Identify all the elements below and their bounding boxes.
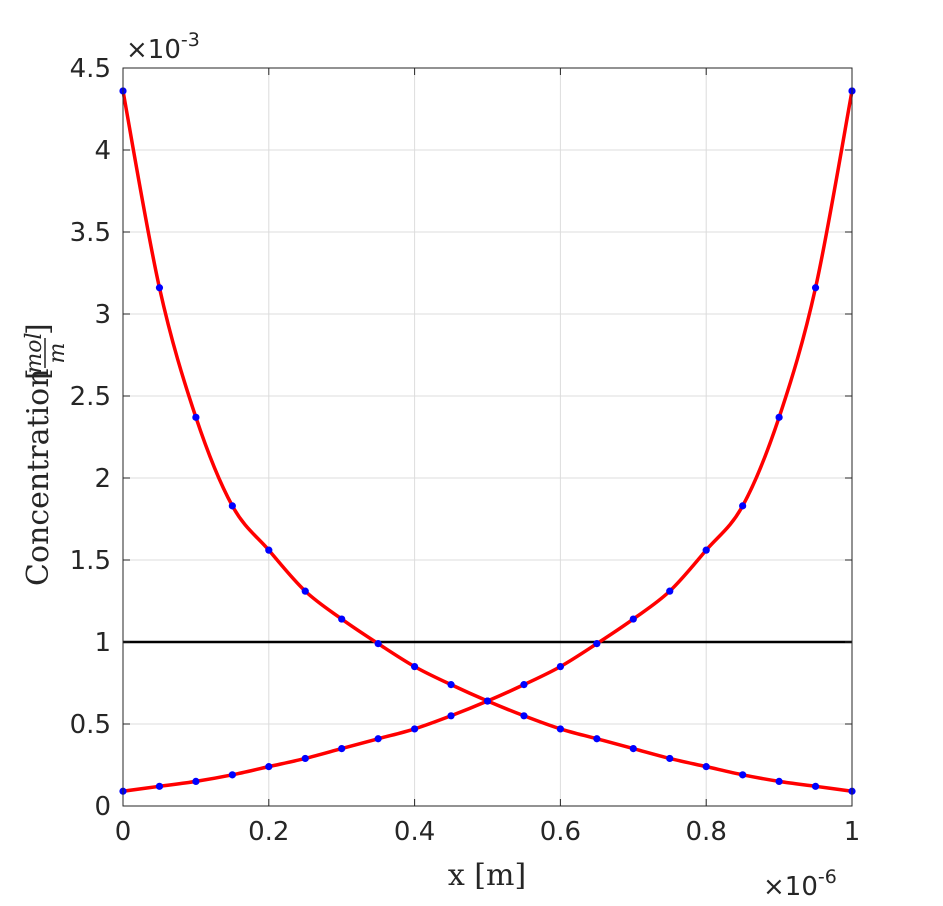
series-1: [119, 87, 856, 795]
series-1-marker: [447, 681, 455, 689]
x-tick-label: 0.4: [394, 817, 435, 847]
series-1-marker: [265, 546, 273, 554]
axes-frame: [122, 67, 853, 807]
series-1-marker: [411, 663, 419, 671]
series-2-marker: [811, 284, 820, 292]
series-1-marker: [338, 615, 346, 623]
series-2-marker: [593, 640, 601, 648]
series-1-marker: [629, 745, 637, 753]
series-1-marker: [155, 284, 164, 292]
series-2-marker: [155, 782, 164, 790]
y-axis-unit-numerator: mol: [22, 332, 47, 373]
y-tick-label: 2.5: [70, 382, 111, 412]
series-2-marker: [702, 546, 710, 554]
x-tick-label: 1: [844, 817, 861, 847]
y-tick-label: 4.5: [70, 54, 111, 84]
y-tick-label: 0: [94, 792, 111, 822]
y-tick-label: 4: [94, 136, 111, 166]
series-2-marker: [301, 754, 309, 763]
y-tick-label: 2: [94, 464, 111, 494]
series-1-marker: [702, 763, 710, 771]
series-1-marker: [520, 712, 528, 720]
x-exponent-label: ×10-6: [763, 866, 837, 902]
series-2-marker: [447, 712, 455, 720]
series-1-marker: [739, 771, 747, 779]
series-2-marker: [775, 413, 783, 421]
series-2-marker: [520, 681, 528, 689]
series-1-marker: [228, 502, 236, 510]
series-2-line: [122, 90, 854, 793]
series-2-marker: [666, 587, 674, 595]
series-2-marker: [374, 735, 382, 743]
y-axis-label: Concentration [ mol m ]: [21, 323, 70, 586]
x-tick-label: 0.8: [686, 817, 727, 847]
x-tick-label: 0.6: [540, 817, 581, 847]
plot-area-border: [122, 67, 853, 807]
series-2: [119, 87, 856, 795]
series-2-marker: [265, 763, 273, 771]
y-tick-label: 0.5: [70, 710, 111, 740]
data-series: [119, 87, 856, 795]
series-2-marker: [192, 777, 200, 786]
grid: [122, 67, 853, 807]
series-2-marker: [556, 663, 565, 671]
x-tick-labels: 0 0.2 0.4 0.6 0.8 1: [115, 817, 861, 847]
series-1-marker: [775, 777, 783, 786]
series-1-marker: [811, 782, 820, 790]
series-1-marker: [556, 725, 565, 733]
series-2-marker: [739, 502, 747, 510]
y-tick-labels: 0 0.5 1 1.5 2 2.5 3 3.5 4 4.5: [70, 54, 111, 822]
series-1-marker: [666, 754, 674, 763]
x-axis-label: x [m]: [448, 858, 526, 893]
series-2-marker: [483, 697, 492, 705]
y-tick-label: 1.5: [70, 546, 111, 576]
y-axis-label-text: Concentration: [21, 368, 56, 586]
x-tick-label: 0.2: [248, 817, 289, 847]
series-1-marker: [301, 587, 309, 595]
series-1-marker: [192, 413, 200, 421]
series-2-marker: [629, 615, 637, 623]
series-2-marker: [411, 725, 419, 733]
y-tick-label: 1: [94, 628, 111, 658]
y-tick-label: 3: [94, 300, 111, 330]
series-2-marker: [338, 745, 346, 753]
series-1-line: [121, 90, 853, 793]
series-2-marker: [228, 771, 236, 779]
x-tick-label: 0: [115, 817, 132, 847]
y-axis-label-bracket-open: [: [21, 368, 56, 380]
y-tick-label: 3.5: [70, 218, 111, 248]
y-exponent-label: ×10-3: [126, 29, 200, 65]
series-1-marker: [593, 735, 601, 743]
y-axis-label-bracket-close: ]: [21, 323, 56, 335]
y-axis-unit-denominator: m: [45, 343, 70, 364]
series-1-marker: [374, 640, 382, 648]
